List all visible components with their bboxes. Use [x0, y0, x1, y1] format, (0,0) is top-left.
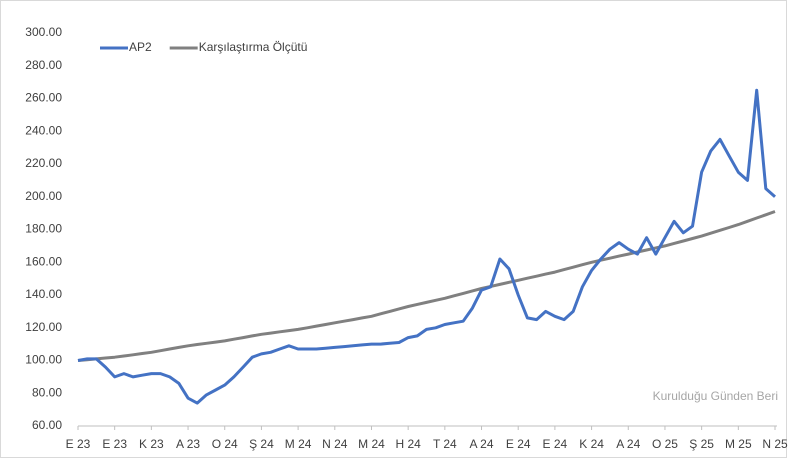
x-tick-label: T 24 — [433, 437, 457, 451]
x-tick-label: O 24 — [212, 437, 238, 451]
x-tick-label: N 24 — [322, 437, 348, 451]
y-tick-label: 240.00 — [25, 123, 62, 137]
x-tick-label: O 25 — [652, 437, 678, 451]
y-tick-label: 300.00 — [25, 25, 62, 39]
x-tick-label: A 24 — [616, 437, 640, 451]
x-tick-label: K 24 — [579, 437, 604, 451]
x-tick-label: E 23 — [102, 437, 127, 451]
x-tick-label: M 25 — [725, 437, 752, 451]
y-tick-label: 220.00 — [25, 156, 62, 170]
y-tick-label: 260.00 — [25, 91, 62, 105]
y-tick-label: 280.00 — [25, 58, 62, 72]
y-tick-label: 80.00 — [32, 385, 62, 399]
x-tick-label: K 23 — [139, 437, 164, 451]
x-tick-label: E 24 — [543, 437, 568, 451]
series-line — [77, 210, 776, 362]
series-line — [77, 88, 776, 405]
y-tick-label: 100.00 — [25, 353, 62, 367]
x-tick-label: E 24 — [506, 437, 531, 451]
legend-label: Karşılaştırma Ölçütü — [199, 40, 308, 54]
y-tick-label: 120.00 — [25, 320, 62, 334]
y-tick-label: 140.00 — [25, 287, 62, 301]
x-tick-label: Ş 25 — [689, 437, 714, 451]
x-tick-label: A 24 — [470, 437, 494, 451]
annotation: Kurulduğu Günden Beri — [653, 389, 778, 403]
x-tick-label: H 24 — [395, 437, 421, 451]
x-tick-label: N 25 — [762, 437, 788, 451]
y-tick-label: 160.00 — [25, 254, 62, 268]
x-tick-label: E 23 — [66, 437, 91, 451]
legend-label: AP2 — [129, 40, 152, 54]
x-tick-label: Ş 24 — [249, 437, 274, 451]
x-tick-label: A 23 — [176, 437, 200, 451]
y-tick-label: 180.00 — [25, 222, 62, 236]
x-tick-label: M 24 — [358, 437, 385, 451]
x-tick-label: M 24 — [285, 437, 312, 451]
y-tick-label: 60.00 — [32, 418, 62, 432]
y-tick-label: 200.00 — [25, 189, 62, 203]
